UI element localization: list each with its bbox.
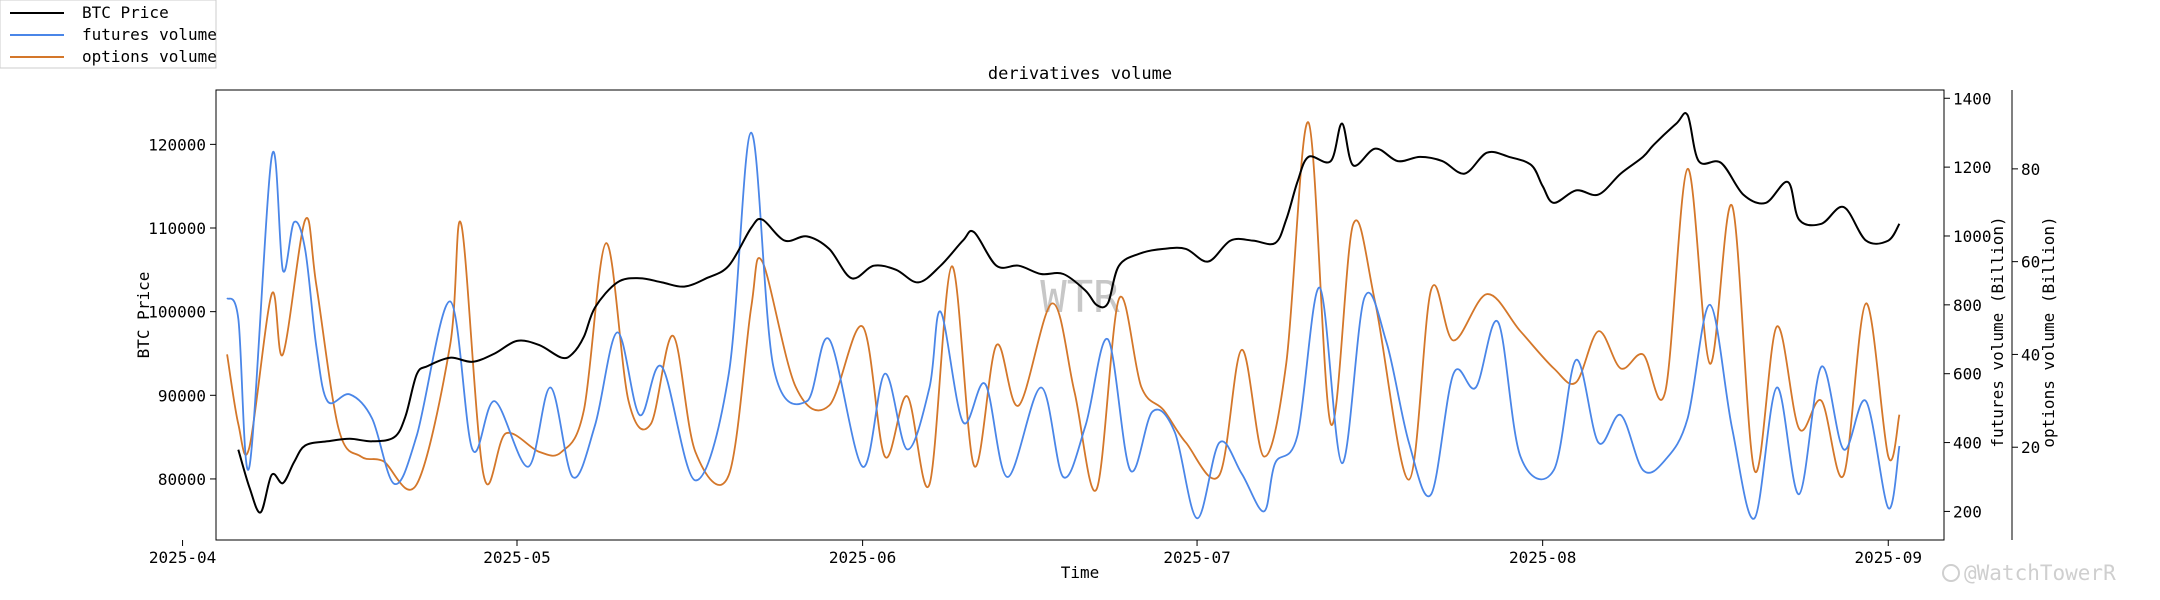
plot-frame	[215, 89, 1945, 541]
y-right1-tick-label-4: 1000	[1953, 227, 1992, 246]
y-left-tick-label-2: 100000	[148, 303, 206, 322]
series-layer	[226, 112, 1901, 520]
series-line-btc-price	[237, 112, 1901, 514]
y-right2-tick-label-2: 60	[2021, 253, 2040, 272]
y-right2-tick-label-0: 20	[2021, 438, 2040, 457]
y-axis-label-btc-price: BTC Price	[134, 272, 153, 359]
x-axis-label: Time	[1061, 563, 1100, 582]
x-tick-label-3: 2025-07	[1163, 548, 1230, 567]
legend-label-1: futures volume	[82, 25, 217, 44]
y-axis-label-options-volume: options volume (Billion)	[2039, 216, 2058, 447]
legend-label-2: options volume	[82, 47, 217, 66]
legend: BTC Price futures volume options volume	[0, 0, 217, 69]
watermark: WTR	[1040, 272, 1120, 323]
axes: 2025-04 2025-05 2025-06 2025-07 2025-08 2025-…	[148, 89, 2040, 567]
y-right2-tick-label-1: 40	[2021, 345, 2040, 364]
corner-mark: @WatchTowerR	[1942, 561, 2116, 585]
y-right1-tick-label-0: 200	[1953, 502, 1982, 521]
y-right1-tick-label-1: 400	[1953, 434, 1982, 453]
chart-title: derivatives volume	[988, 64, 1172, 84]
y-right2-tick-label-3: 80	[2021, 160, 2040, 179]
x-tick-label-2: 2025-06	[829, 548, 896, 567]
legend-label-0: BTC Price	[82, 3, 169, 22]
series-line-options-volume	[226, 121, 1901, 492]
x-tick-label-5: 2025-09	[1855, 548, 1922, 567]
y-left-tick-label-3: 110000	[148, 219, 206, 238]
x-tick-label-4: 2025-08	[1509, 548, 1576, 567]
y-right1-tick-label-3: 800	[1953, 296, 1982, 315]
y-right1-tick-label-2: 600	[1953, 365, 1982, 384]
y-left-tick-label-0: 80000	[158, 470, 206, 489]
y-axis-label-futures-volume: futures volume (Billion)	[1988, 216, 2007, 447]
weibo-icon	[1942, 564, 1960, 582]
corner-mark-text: @WatchTowerR	[1964, 561, 2116, 585]
y-left-tick-label-1: 90000	[158, 386, 206, 405]
y-right1-tick-label-6: 1400	[1953, 89, 1992, 108]
y-left-tick-label-4: 120000	[148, 135, 206, 154]
x-tick-label-1: 2025-05	[483, 548, 550, 567]
x-tick-label-0: 2025-04	[149, 548, 216, 567]
series-line-futures-volume	[226, 131, 1901, 520]
y-right1-tick-label-5: 1200	[1953, 158, 1992, 177]
